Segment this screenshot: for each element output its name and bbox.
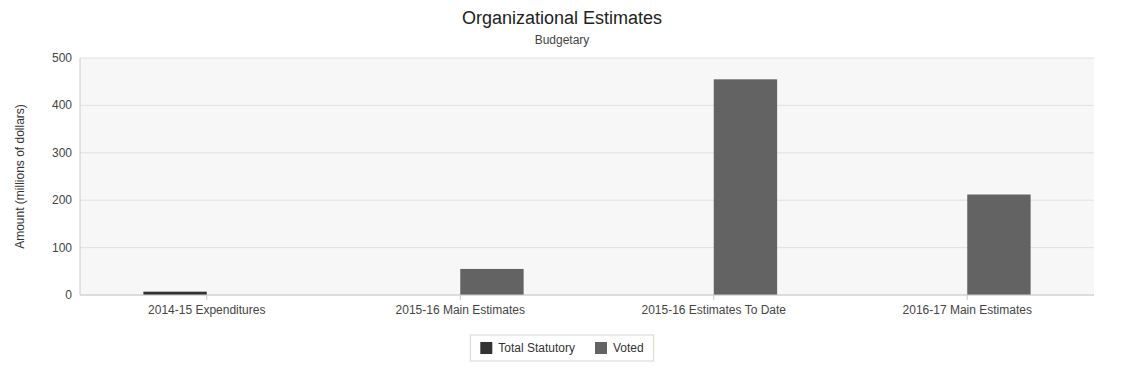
y-tick-label: 100 <box>52 241 72 255</box>
grid-line <box>80 200 1094 201</box>
legend-swatch <box>595 342 607 354</box>
chart: Organizational Estimates Budgetary 0 100 200… <box>0 0 1124 379</box>
y-tick-label: 300 <box>52 146 72 160</box>
y-tick-label: 400 <box>52 98 72 112</box>
x-tick-label: 2014-15 Expenditures <box>148 303 265 317</box>
legend-swatch <box>480 342 492 354</box>
grid-line <box>80 105 1094 106</box>
legend-frame <box>470 335 653 361</box>
legend-label: Total Statutory <box>498 341 575 355</box>
bars <box>143 79 1030 295</box>
grid-line <box>80 295 1094 296</box>
bar <box>967 195 1030 295</box>
x-tick-label: 2015-16 Estimates To Date <box>641 303 786 317</box>
bar <box>714 79 777 295</box>
x-tick <box>460 295 461 300</box>
subtitle: Budgetary <box>535 33 590 47</box>
plot-area <box>80 58 1094 295</box>
x-tick <box>206 295 207 300</box>
grid-line <box>80 247 1094 248</box>
grid <box>80 58 1094 295</box>
y-tick-label: 200 <box>52 193 72 207</box>
x-tick <box>967 295 968 300</box>
legend-label: Voted <box>613 341 644 355</box>
grid-line <box>80 152 1094 153</box>
legend: Total Statutory Voted <box>470 335 653 361</box>
y-axis-label: Amount (millions of dollars) <box>13 104 27 249</box>
x-tick-label: 2016-17 Main Estimates <box>903 303 1032 317</box>
y-axis-line <box>80 58 81 295</box>
x-tick-label: 2015-16 Main Estimates <box>396 303 525 317</box>
title: Organizational Estimates <box>462 8 662 28</box>
x-tick <box>713 295 714 300</box>
x-axis-line <box>80 295 1094 296</box>
bar <box>460 269 523 295</box>
y-tick-label: 0 <box>65 288 72 302</box>
grid-line <box>80 58 1094 59</box>
y-tick-label: 500 <box>52 51 72 65</box>
